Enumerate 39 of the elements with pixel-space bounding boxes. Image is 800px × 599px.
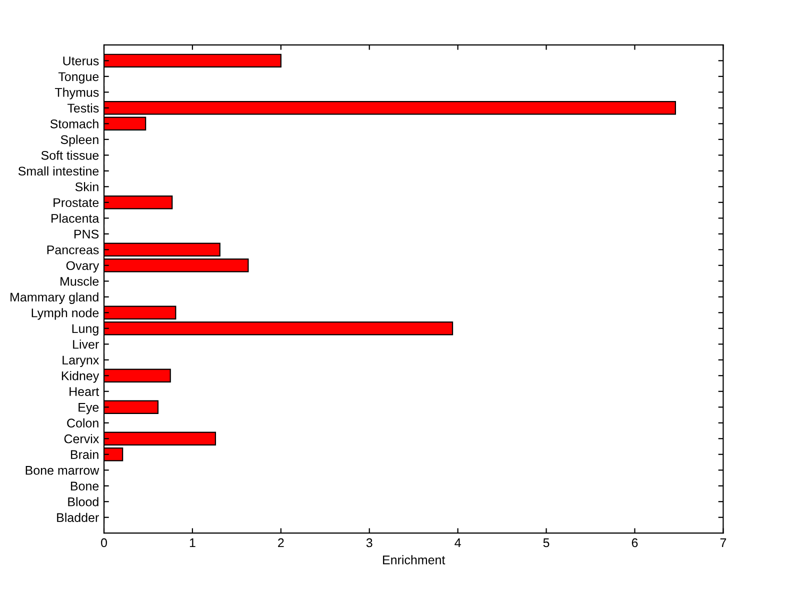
y-tick-label: Cervix bbox=[64, 434, 100, 444]
y-tick-label: Placenta bbox=[52, 214, 100, 223]
y-tick-label: Larynx bbox=[62, 356, 100, 368]
y-tick-label: Lymph node bbox=[32, 308, 99, 320]
y-tick-label: Prostate bbox=[54, 198, 99, 208]
y-tick-label: Bone marrow bbox=[26, 466, 100, 475]
y-tick-label: Pancreas bbox=[47, 246, 99, 254]
y-tick-label: Colon bbox=[67, 418, 98, 428]
y-tick-label: Brain bbox=[70, 450, 98, 460]
y-tick-label: Spleen bbox=[60, 134, 98, 147]
y-tick-label: Skin bbox=[75, 182, 98, 192]
x-tick-label: 3 bbox=[366, 538, 372, 548]
x-tick-label: 1 bbox=[190, 538, 196, 548]
y-tick-label: Testis bbox=[67, 103, 99, 113]
y-tick-label: Mammary gland bbox=[10, 292, 98, 304]
y-tick-label: Tongue bbox=[58, 72, 99, 84]
x-tick-label: 6 bbox=[632, 538, 638, 548]
y-tick-label: Kidney bbox=[62, 371, 100, 383]
x-tick-label: 0 bbox=[101, 538, 107, 548]
y-tick-label: Small intestine bbox=[18, 166, 99, 176]
y-tick-label: Eye bbox=[78, 403, 99, 414]
y-tick-label: Uterus bbox=[63, 56, 99, 66]
y-tick-label: Ovary bbox=[66, 261, 100, 273]
y-tick-label: Blood bbox=[68, 497, 98, 506]
y-tick-label: Bladder bbox=[57, 512, 99, 522]
y-tick-label: Liver bbox=[73, 340, 99, 349]
x-axis-title: Enrichment bbox=[383, 555, 446, 564]
y-tick-label: PNS bbox=[74, 230, 99, 239]
y-tick-label: Soft tissue bbox=[41, 150, 99, 160]
y-tick-label: Bone bbox=[70, 482, 99, 491]
x-tick-label: 7 bbox=[720, 538, 726, 548]
y-tick-label: Muscle bbox=[60, 276, 99, 286]
x-tick-label: 5 bbox=[543, 538, 550, 548]
y-tick-label: Heart bbox=[70, 387, 100, 396]
x-tick-label: 4 bbox=[454, 538, 461, 548]
y-tick-label: Thymus bbox=[54, 88, 99, 100]
y-tick-label: Lung bbox=[72, 324, 98, 336]
x-tick-label: 2 bbox=[278, 538, 284, 548]
y-tick-label: Stomach bbox=[50, 119, 98, 128]
